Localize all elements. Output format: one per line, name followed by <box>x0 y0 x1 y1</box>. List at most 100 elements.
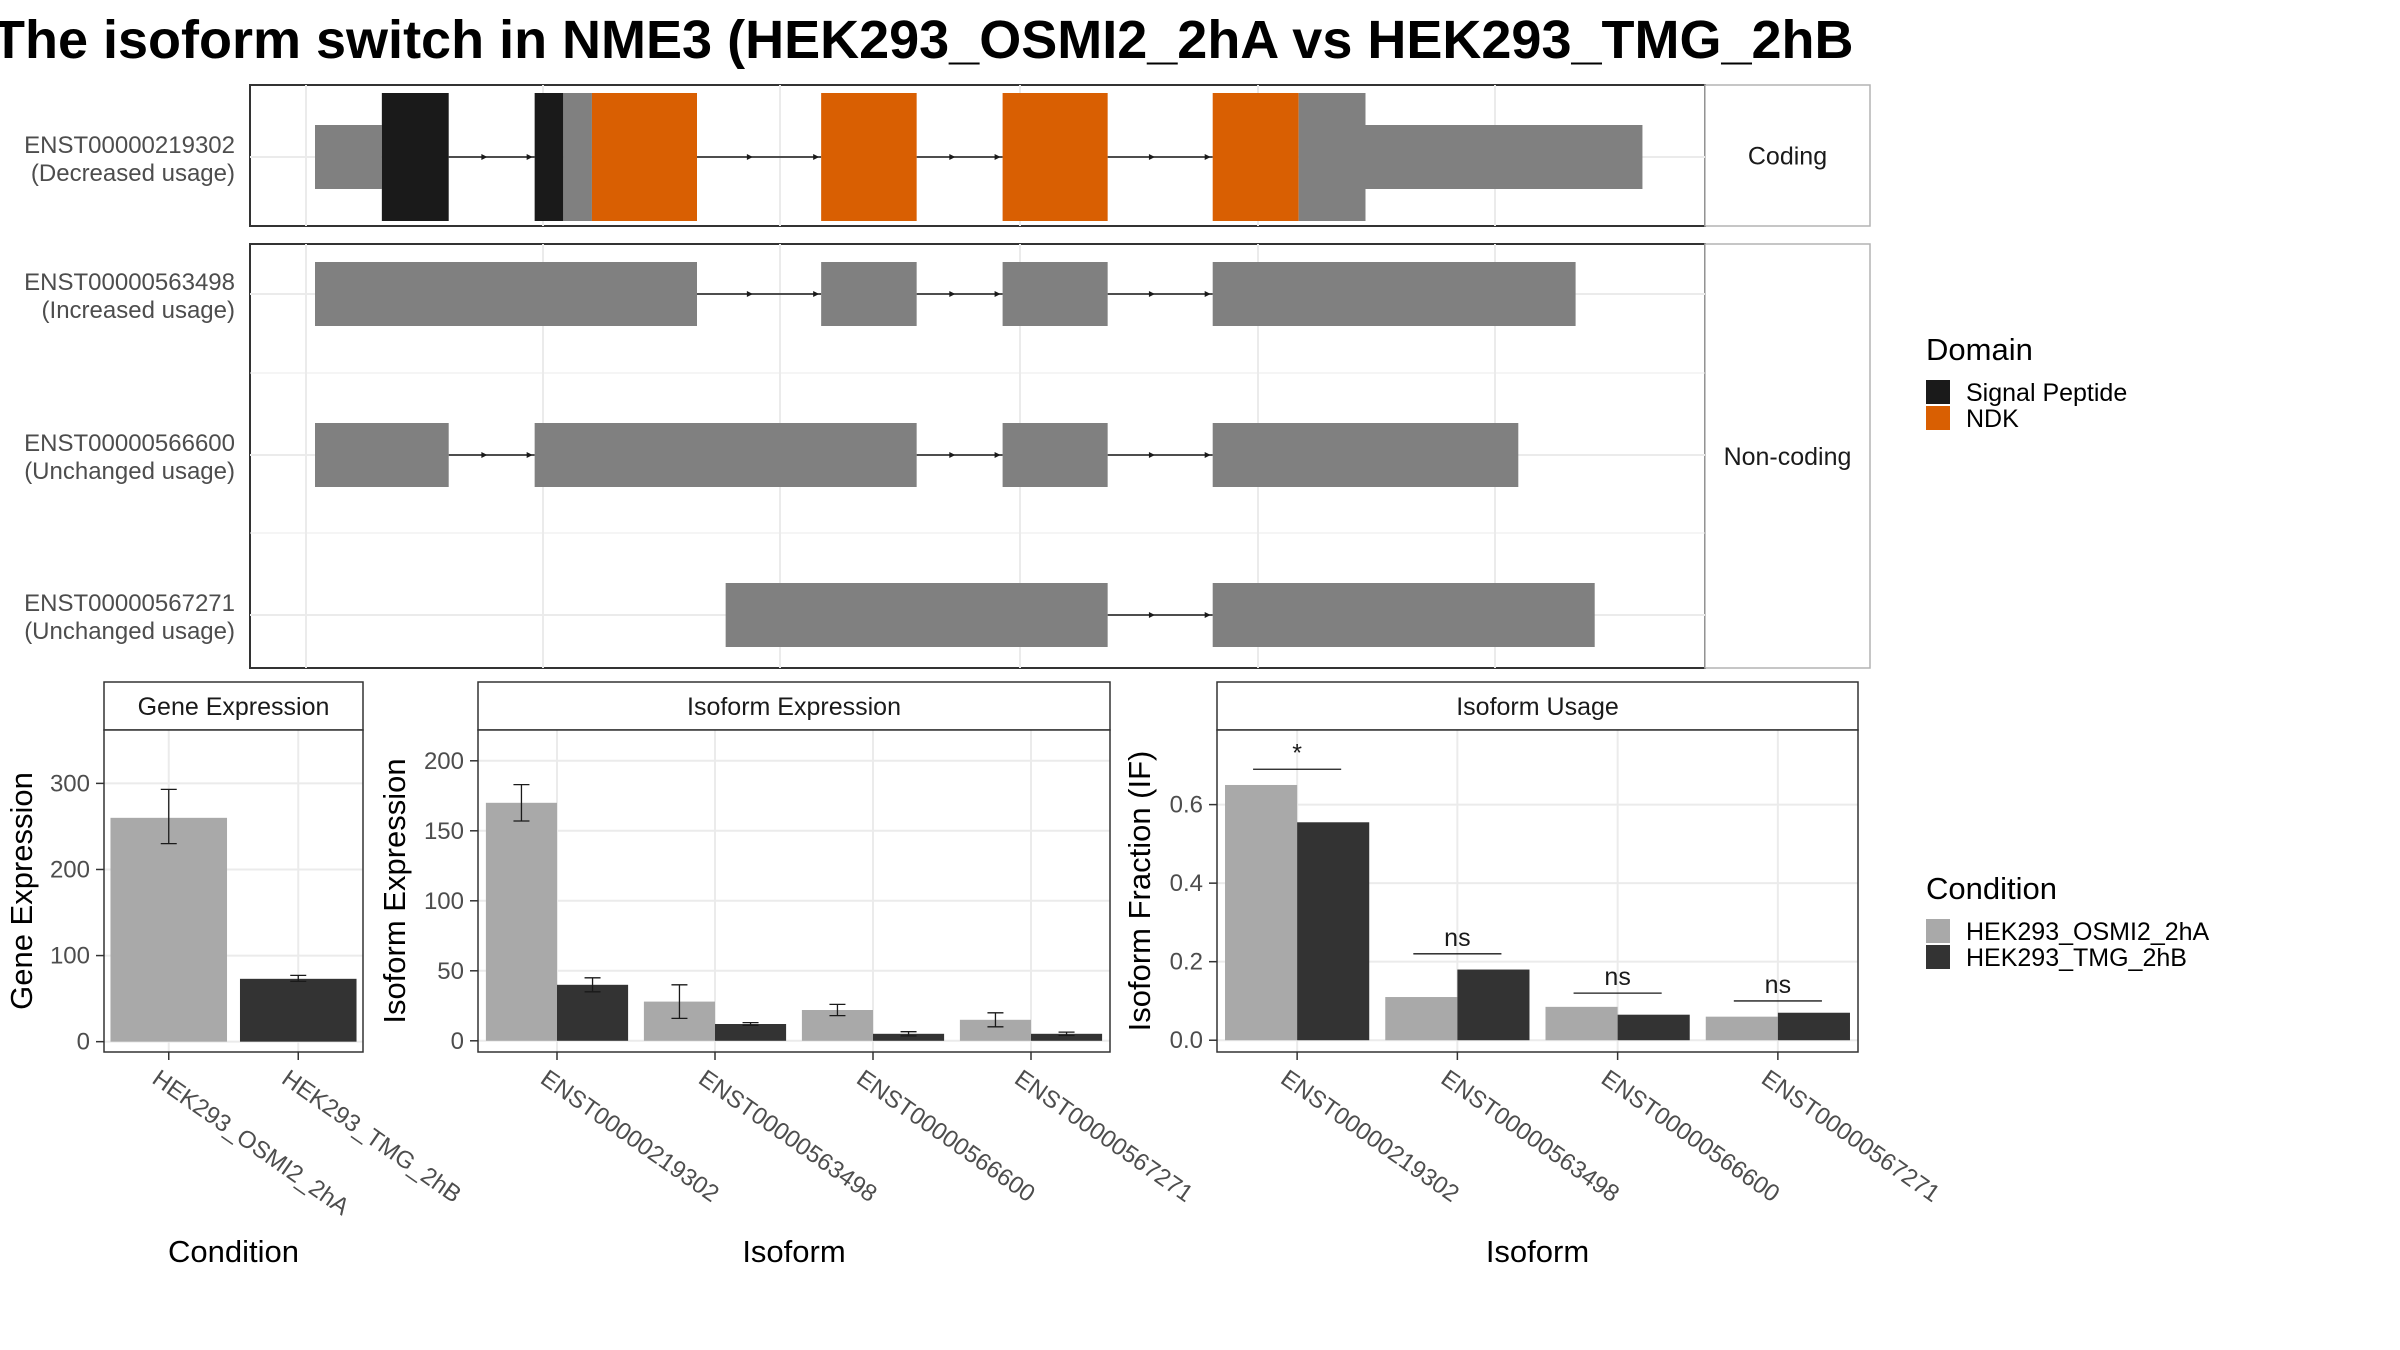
isoform-usage-chart: Isoform Usage*ENST00000219302nsENST00000… <box>1122 681 1945 1269</box>
bar <box>1457 969 1530 1041</box>
intron-arrow <box>526 154 533 160</box>
transcript-usage-label: (Unchanged usage) <box>24 618 235 645</box>
y-tick-label: 50 <box>437 958 464 985</box>
bar <box>873 1033 945 1041</box>
bar <box>1385 997 1458 1041</box>
intron-arrow <box>813 291 820 297</box>
y-tick-label: 0 <box>77 1029 90 1056</box>
facet-strip <box>1216 681 1859 731</box>
exon-block <box>1298 93 1366 221</box>
transcript-usage-label: (Decreased usage) <box>31 160 235 187</box>
intron-arrow <box>1148 452 1155 458</box>
significance-label: * <box>1292 739 1302 767</box>
x-tick-label: ENST00000567271 <box>1756 1065 1944 1208</box>
bar <box>1705 1016 1778 1041</box>
signal-peptide-block <box>381 93 449 221</box>
bar <box>1777 1012 1850 1041</box>
x-axis-title: Isoform <box>742 1234 845 1269</box>
gene-expression-chart: Gene ExpressionHEK293_OSMI2_2hAHEK293_TM… <box>4 681 466 1269</box>
intron-arrow <box>1204 291 1211 297</box>
intron-arrow <box>526 452 533 458</box>
transcript-id-label: ENST00000563498 <box>24 269 235 296</box>
intron-arrow <box>949 291 956 297</box>
legend-label: HEK293_TMG_2hB <box>1966 944 2187 972</box>
y-tick-label: 0.2 <box>1170 949 1203 976</box>
facet-strip-label: Non-coding <box>1724 443 1852 471</box>
intron-arrow <box>481 452 488 458</box>
intron-arrow <box>994 291 1001 297</box>
legend-key <box>1926 945 1950 969</box>
bar <box>1225 784 1298 1041</box>
y-tick-label: 0 <box>451 1028 464 1055</box>
legend-key <box>1926 406 1950 430</box>
figure-title: The isoform switch in NME3 (HEK293_OSMI2… <box>0 10 1854 70</box>
chart-title: Gene Expression <box>138 693 330 721</box>
exon-block <box>725 583 1108 647</box>
transcript-usage-label: (Increased usage) <box>42 297 235 324</box>
bar <box>110 817 228 1042</box>
exon-block <box>563 93 592 221</box>
exon-block <box>315 423 449 487</box>
legend-title: Domain <box>1926 332 2033 367</box>
transcript-id-label: ENST00000219302 <box>24 132 235 159</box>
intron-arrow <box>1148 291 1155 297</box>
x-axis-title: Isoform <box>1486 1234 1589 1269</box>
significance-label: ns <box>1444 924 1470 952</box>
y-axis-title: Isoform Fraction (IF) <box>1122 751 1157 1032</box>
exon-block <box>1212 423 1519 487</box>
legend-key <box>1926 380 1950 404</box>
legend-label: HEK293_OSMI2_2hA <box>1966 918 2210 946</box>
y-axis-title: Isoform Expression <box>377 758 412 1023</box>
chart-title: Isoform Usage <box>1456 693 1619 721</box>
facet-strip <box>477 681 1111 731</box>
ndk-domain-block <box>821 93 917 221</box>
bar <box>239 978 357 1042</box>
intron-arrow <box>481 154 488 160</box>
plot-frame <box>103 729 364 1053</box>
y-tick-label: 200 <box>50 856 90 883</box>
intron-arrow <box>949 452 956 458</box>
intron-arrow <box>1148 612 1155 618</box>
utr-block <box>1365 125 1643 189</box>
y-axis-title: Gene Expression <box>4 772 39 1010</box>
legend-title: Condition <box>1926 871 2057 906</box>
bar <box>1031 1033 1103 1041</box>
intron-arrow <box>746 291 753 297</box>
intron-arrow <box>1148 154 1155 160</box>
facet-strip-label: Coding <box>1748 143 1827 171</box>
bar <box>715 1024 787 1041</box>
bar <box>959 1019 1031 1041</box>
exon-block <box>315 262 697 326</box>
signal-peptide-block <box>534 93 564 221</box>
transcript-id-label: ENST00000567271 <box>24 590 235 617</box>
intron-arrow <box>813 154 820 160</box>
exon-block <box>1002 262 1108 326</box>
bar <box>485 802 557 1041</box>
intron-arrow <box>1204 154 1211 160</box>
exon-block <box>1002 423 1108 487</box>
y-tick-label: 100 <box>424 888 464 915</box>
plot-frame <box>477 729 1111 1053</box>
legend-key <box>1926 919 1950 943</box>
y-tick-label: 0.6 <box>1170 792 1203 819</box>
intron-arrow <box>1204 612 1211 618</box>
exon-block <box>315 125 382 189</box>
facet-strip <box>1704 243 1871 669</box>
y-tick-label: 200 <box>424 748 464 775</box>
bar <box>557 984 629 1041</box>
plot-frame <box>1216 729 1859 1053</box>
ndk-domain-block <box>1212 93 1299 221</box>
y-tick-label: 100 <box>50 943 90 970</box>
y-tick-label: 0.4 <box>1170 870 1203 897</box>
exon-block <box>1212 262 1576 326</box>
bar <box>1297 822 1370 1041</box>
y-tick-label: 300 <box>50 770 90 797</box>
exon-block <box>534 423 917 487</box>
intron-arrow <box>1204 452 1211 458</box>
ndk-domain-block <box>1002 93 1108 221</box>
intron-arrow <box>949 154 956 160</box>
isoform-expression-chart: Isoform ExpressionENST00000219302ENST000… <box>377 681 1198 1269</box>
